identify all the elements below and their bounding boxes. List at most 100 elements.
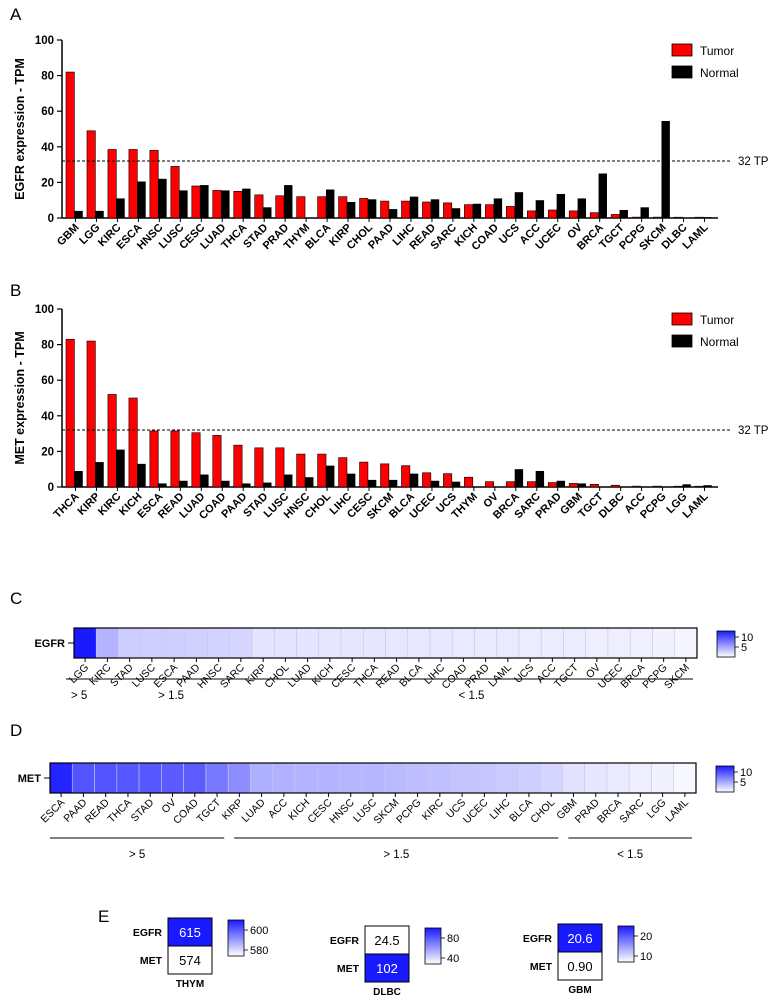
cell-label-prad: PRAD	[463, 661, 492, 690]
heat-cell-coad	[451, 627, 475, 659]
panel-letter-b: B	[10, 281, 21, 300]
heat-cell-kirp	[227, 762, 251, 794]
cell-label-stad: STAD	[108, 661, 136, 689]
panel-letter-a: A	[10, 5, 22, 24]
normal-bar-read	[430, 199, 440, 218]
y-tick-label: 0	[48, 213, 54, 225]
heat-cell-lusc	[361, 762, 385, 794]
cell-label-laml: LAML	[663, 797, 691, 825]
normal-bar-prad	[556, 480, 566, 487]
legend-label-normal: Normal	[700, 66, 739, 80]
normal-bar-chol	[367, 199, 377, 218]
normal-bar-lihc	[346, 473, 356, 487]
x-tick-label-kirp: KIRP	[76, 491, 103, 518]
tumor-bar-lusc	[170, 166, 180, 219]
group-label: > 1.5	[158, 690, 184, 702]
cell-label-coad: COAD	[440, 661, 470, 691]
tumor-bar-sarc	[443, 202, 453, 219]
threshold-label: 32 TPM	[738, 156, 769, 168]
heat-cell-read	[94, 762, 118, 794]
heat-cell-stad	[118, 627, 142, 659]
cell-label-hnsc: HNSC	[195, 661, 225, 691]
block-gbm: 20.6 EGFR 0.90 MET GBM 20 10	[523, 923, 652, 996]
heat-cell-acc	[540, 627, 564, 659]
tumor-bar-ov	[485, 481, 495, 488]
tumor-bar-lihc	[401, 200, 411, 219]
y-axis-label: EGFR expression - TPM	[13, 58, 27, 200]
tumor-bar-thca	[65, 338, 75, 488]
tumor-bar-thym	[296, 196, 306, 219]
scale-tick-label: 580	[250, 945, 268, 957]
normal-bar-kich	[137, 463, 146, 487]
heat-cell-hnsc	[339, 762, 363, 794]
tumor-bar-kich	[128, 397, 138, 488]
tumor-bar-luad	[191, 432, 201, 488]
heat-cell-lihc	[495, 762, 519, 794]
legend-label-tumor: Tumor	[700, 313, 734, 327]
heat-cell-lusc	[140, 627, 164, 659]
cell-label-kirc: KIRC	[420, 796, 447, 823]
normal-bar-sarc	[451, 208, 461, 218]
tumor-bar-esca	[149, 430, 159, 488]
tumor-bar-cesc	[359, 461, 369, 488]
heat-cell-laml	[496, 627, 520, 659]
cell-met	[364, 953, 410, 983]
tumor-bar-laml	[694, 485, 704, 488]
normal-bar-stad	[263, 207, 272, 218]
bar-chart-b: 0 20 40 60 80 100 MET expression - TPM THCAKIRP…	[13, 304, 769, 522]
tumor-bar-tgct	[610, 214, 620, 219]
heatmap-c: LGGKIRCSTADLUSCESCAPAADHNSCSARCKIRPCHOLL…	[34, 627, 753, 702]
normal-bar-hnsc	[305, 477, 314, 487]
y-tick-label: 80	[41, 340, 54, 352]
cell-label-lgg: LGG	[67, 662, 91, 686]
heat-cell-tgct	[563, 627, 587, 659]
panel-letter-c: C	[10, 589, 22, 608]
cell-egfr	[167, 917, 213, 947]
y-tick-label: 100	[35, 35, 54, 47]
tumor-bar-gbm	[568, 483, 578, 488]
heat-cell-ucec	[472, 762, 496, 794]
x-tick-label-gbm: GBM	[55, 222, 82, 249]
legend-label-tumor: Tumor	[700, 44, 734, 58]
normal-bar-kich	[472, 203, 482, 218]
tumor-bar-stad	[254, 447, 264, 488]
cell-met	[167, 945, 213, 975]
cell-label-esca: ESCA	[39, 797, 68, 826]
heat-cell-chol	[273, 627, 297, 659]
row-label-egfr: EGFR	[330, 935, 360, 947]
row-label-egfr: EGFR	[523, 933, 553, 945]
normal-bar-acc	[535, 200, 545, 218]
tumor-bar-ucs	[443, 473, 453, 488]
cell-label-pcpg: PCPG	[394, 797, 424, 827]
tumor-bar-ucec	[422, 472, 432, 488]
normal-bar-kirp	[95, 462, 104, 487]
scale-tick-label: 5	[740, 777, 746, 789]
cell-label-tgct: TGCT	[194, 796, 223, 825]
group-label: < 1.5	[459, 690, 485, 702]
cell-label-blca: BLCA	[397, 662, 425, 690]
color-scale-bar	[617, 925, 635, 963]
normal-bar-skcm	[661, 120, 670, 218]
block-dlbc: 24.5 EGFR 102 MET DLBC 80 40	[330, 925, 459, 998]
heat-cell-tgct	[205, 762, 229, 794]
cell-label-sarc: SARC	[617, 796, 646, 825]
block-thym: 615 EGFR 574 MET THYM 600 580	[133, 917, 268, 990]
group-label: > 5	[129, 849, 145, 861]
scale-tick-label: 10	[741, 632, 753, 644]
color-scale-bar	[227, 919, 245, 957]
normal-bar-gbm	[577, 483, 586, 487]
cell-label-laml: LAML	[486, 662, 514, 690]
tumor-bar-read	[170, 430, 180, 488]
normal-bar-sarc	[535, 470, 545, 487]
scale-tick-label: 10	[640, 951, 652, 963]
heat-cell-read	[385, 627, 409, 659]
y-axis-label: MET expression - TPM	[13, 331, 27, 464]
normal-bar-ucs	[514, 192, 524, 218]
tumor-bar-chol	[317, 453, 327, 488]
normal-bar-gbm	[74, 210, 83, 218]
tumor-bar-kirc	[107, 394, 117, 488]
normal-bar-esca	[137, 181, 146, 218]
y-tick-label: 60	[41, 106, 54, 118]
cell-label-read: READ	[374, 661, 403, 690]
heat-cell-blca	[407, 627, 431, 659]
